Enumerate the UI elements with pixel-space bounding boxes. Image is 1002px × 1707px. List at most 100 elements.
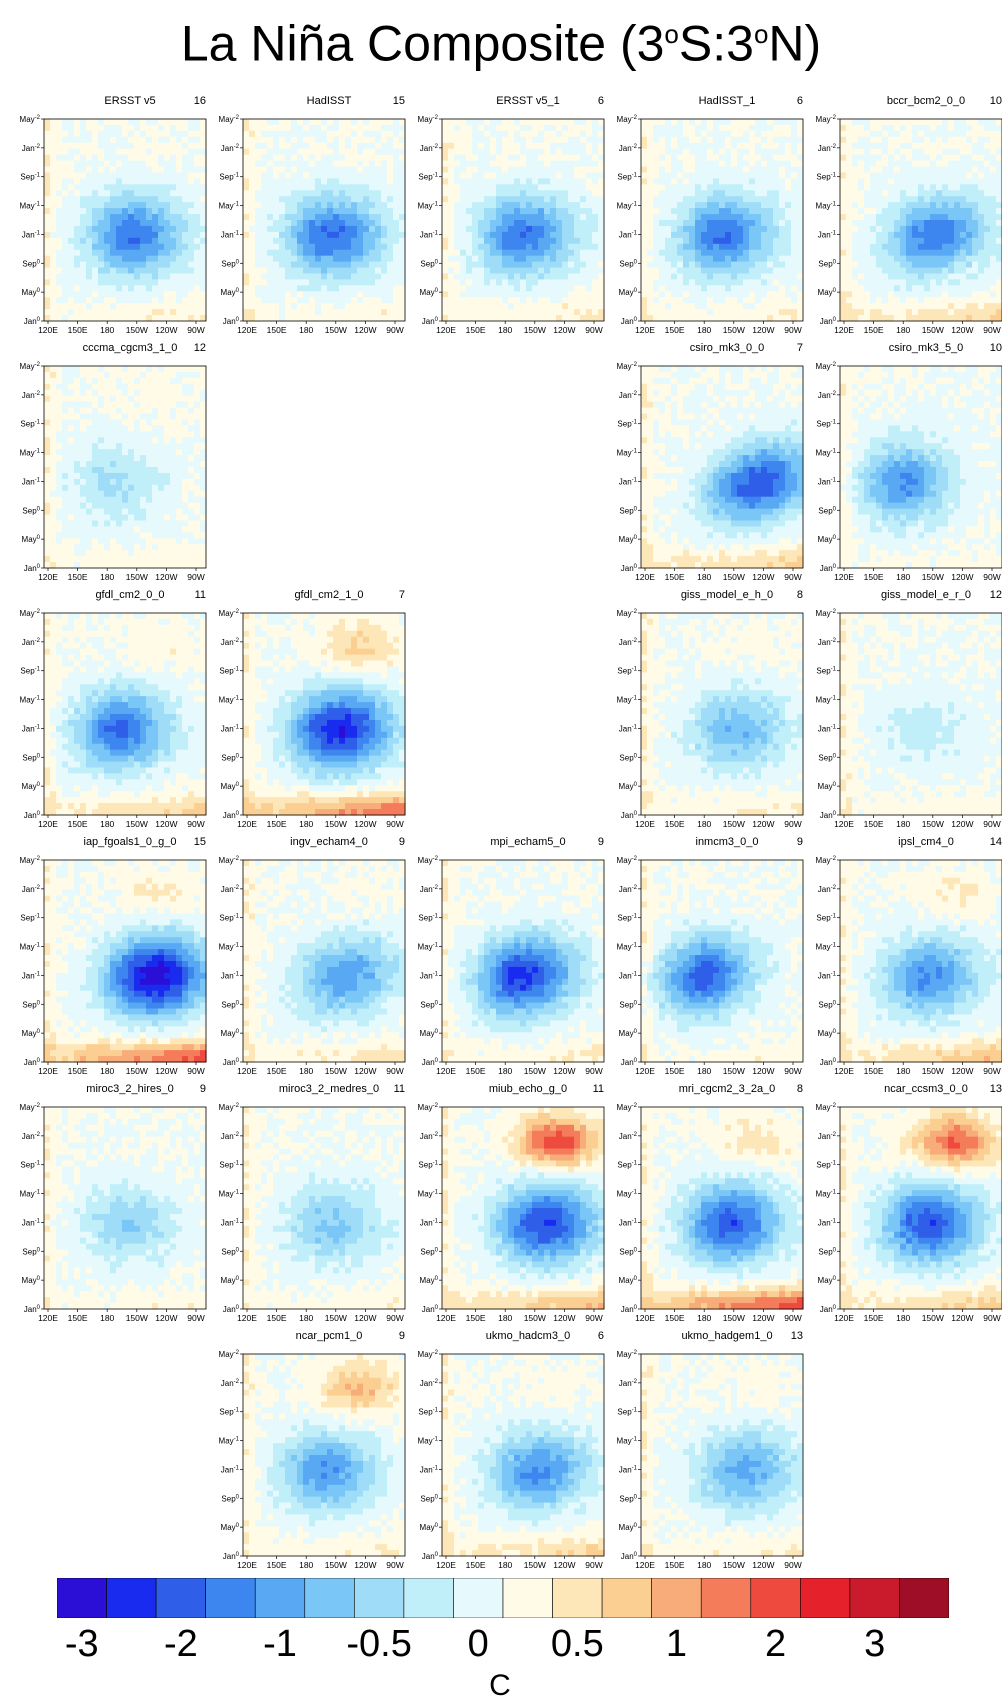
heatmap-cell	[273, 243, 280, 251]
heatmap-cell	[996, 291, 1002, 298]
heatmap-cell	[442, 291, 449, 298]
heatmap-cell	[182, 124, 189, 132]
heatmap-cell	[399, 285, 406, 292]
heatmap-cell	[568, 273, 575, 281]
heatmap-cell	[556, 190, 563, 197]
heatmap-cell	[255, 309, 262, 316]
heatmap-cell	[381, 130, 388, 138]
heatmap-cell	[357, 291, 364, 298]
heatmap-cell	[116, 249, 123, 257]
heatmap-cell	[472, 267, 479, 275]
heatmap-cell	[755, 255, 762, 263]
heatmap-cell	[671, 154, 678, 162]
heatmap-cell	[357, 255, 364, 263]
heatmap-cell	[653, 255, 660, 263]
heatmap-cell	[128, 261, 135, 269]
heatmap-cell	[852, 154, 859, 162]
heatmap-cell	[267, 273, 274, 281]
heatmap-cell	[393, 267, 400, 275]
heatmap-cell	[50, 315, 57, 322]
heatmap-cell	[797, 166, 804, 174]
heatmap-cell	[460, 119, 467, 126]
heatmap-cell	[526, 261, 533, 269]
heatmap-cell	[182, 291, 189, 298]
heatmap-cell	[773, 261, 780, 269]
heatmap-cell	[978, 237, 985, 245]
heatmap-cell	[381, 184, 388, 191]
heatmap-cell	[472, 190, 479, 197]
heatmap-cell	[918, 237, 925, 245]
heatmap-cell	[737, 124, 744, 132]
heatmap-cell	[182, 154, 189, 162]
heatmap-cell	[568, 208, 575, 215]
heatmap-cell	[158, 377, 165, 385]
heatmap-cell	[532, 208, 539, 215]
heatmap-cell	[478, 172, 485, 180]
heatmap-cell	[870, 142, 877, 150]
heatmap-cell	[520, 160, 527, 168]
heatmap-cell	[574, 190, 581, 197]
heatmap-cell	[580, 225, 587, 233]
heatmap-cell	[387, 279, 394, 286]
heatmap-cell	[110, 297, 117, 304]
heatmap-cell	[797, 148, 804, 156]
heatmap-cell	[454, 214, 461, 221]
heatmap-cell	[731, 119, 738, 126]
heatmap-cell	[719, 208, 726, 215]
heatmap-cell	[56, 119, 63, 126]
heatmap-cell	[339, 261, 346, 269]
heatmap-cell	[972, 225, 979, 233]
heatmap-cell	[255, 130, 262, 138]
heatmap-cell	[74, 214, 81, 221]
heatmap-cell	[659, 130, 666, 138]
heatmap-cell	[894, 202, 901, 209]
heatmap-cell	[888, 291, 895, 298]
heatmap-cell	[496, 214, 503, 221]
heatmap-cell	[840, 136, 847, 144]
heatmap-cell	[315, 202, 322, 209]
heatmap-cell	[960, 154, 967, 162]
x-tick-label: 90W	[187, 325, 204, 335]
heatmap-cell	[996, 190, 1002, 197]
heatmap-cell	[936, 202, 943, 209]
heatmap-cell	[876, 136, 883, 144]
heatmap-cell	[677, 273, 684, 281]
heatmap-cell	[44, 196, 51, 203]
heatmap-cell	[327, 291, 334, 298]
heatmap-cell	[375, 291, 382, 298]
heatmap-cell	[393, 119, 400, 126]
heatmap-cell	[653, 214, 660, 221]
heatmap-cell	[490, 196, 497, 203]
heatmap-cell	[864, 124, 871, 132]
heatmap-cell	[683, 243, 690, 251]
heatmap-cell	[261, 124, 268, 132]
heatmap-cell	[948, 261, 955, 269]
heatmap-cell	[200, 291, 207, 298]
heatmap-cell	[550, 136, 557, 144]
heatmap-cell	[122, 119, 129, 126]
heatmap-cell	[912, 309, 919, 316]
heatmap-cell	[900, 160, 907, 168]
heatmap-cell	[568, 172, 575, 180]
heatmap-cell	[200, 237, 207, 245]
heatmap-cell	[641, 178, 648, 185]
heatmap-cell	[399, 291, 406, 298]
heatmap-cell	[749, 279, 756, 286]
heatmap-cell	[888, 178, 895, 185]
heatmap-cell	[170, 124, 177, 132]
heatmap-cell	[243, 142, 250, 150]
heatmap-cell	[478, 237, 485, 245]
heatmap-cell	[291, 130, 298, 138]
heatmap-cell	[906, 166, 913, 174]
heatmap-cell	[508, 166, 515, 174]
heatmap-cell	[773, 315, 780, 322]
heatmap-cell	[719, 309, 726, 316]
heatmap-cell	[158, 190, 165, 197]
heatmap-cell	[110, 249, 117, 257]
heatmap-cell	[188, 255, 195, 263]
heatmap-cell	[134, 172, 141, 180]
heatmap-cell	[719, 267, 726, 275]
heatmap-cell	[689, 124, 696, 132]
heatmap-cell	[74, 184, 81, 191]
heatmap-cell	[249, 119, 256, 126]
